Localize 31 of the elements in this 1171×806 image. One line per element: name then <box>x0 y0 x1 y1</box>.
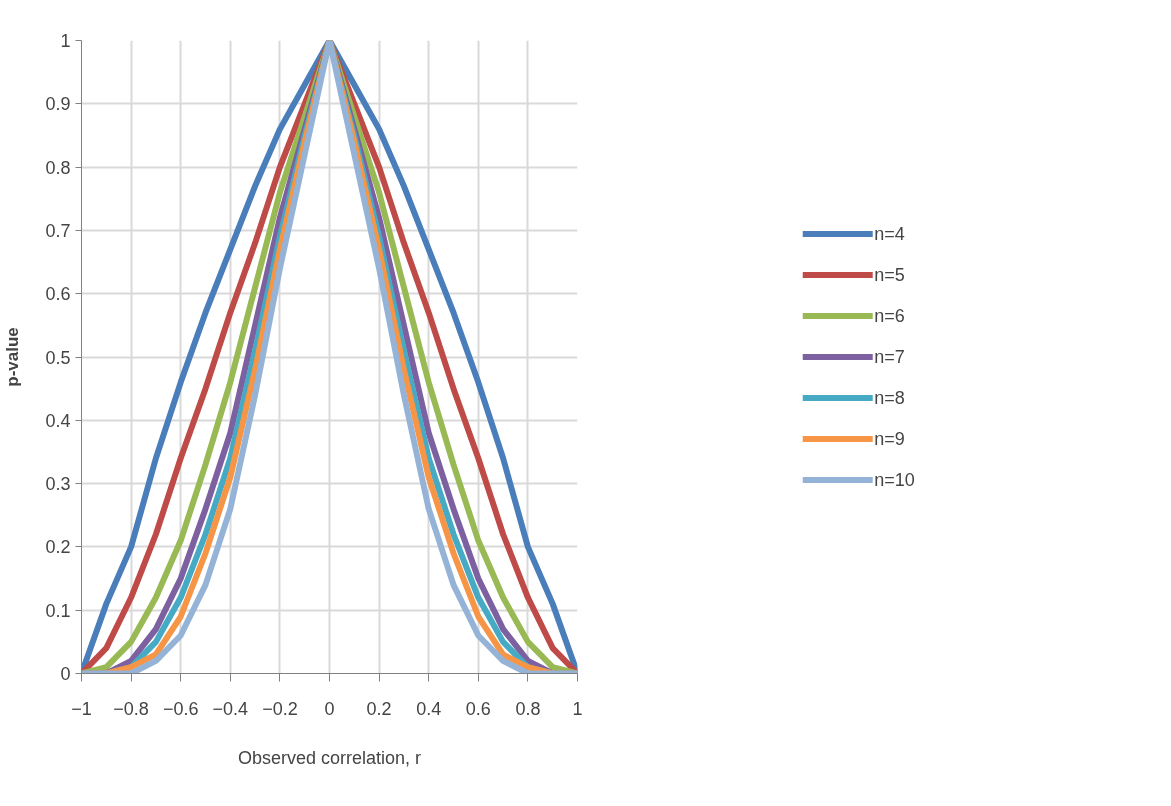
x-tick-label: 0.6 <box>465 698 491 719</box>
x-tick-label: −0.6 <box>162 698 199 719</box>
y-tick-label: 0.5 <box>45 347 71 368</box>
y-tick-label: 0 <box>60 664 71 684</box>
y-tick-label: 0.9 <box>45 94 71 115</box>
x-tick-label: −0.4 <box>212 698 249 719</box>
x-tick-label: −0.8 <box>113 698 149 719</box>
x-tick-label: 0 <box>324 698 335 719</box>
legend-label: n=7 <box>874 346 905 367</box>
legend-label: n=8 <box>874 387 905 408</box>
y-axis-title: p-value <box>3 327 23 387</box>
y-tick-label: 0.6 <box>45 284 71 305</box>
legend-label: n=4 <box>874 223 905 244</box>
legend-label: n=5 <box>874 264 905 285</box>
x-tick-label: −0.2 <box>262 698 298 719</box>
y-tick-label: 0.2 <box>45 537 71 558</box>
y-tick-label: 1 <box>60 31 71 51</box>
y-tick-label: 0.8 <box>45 157 71 178</box>
legend-label: n=9 <box>874 428 905 449</box>
y-tick-label: 0.4 <box>45 410 71 431</box>
y-tick-label: 0.1 <box>45 600 71 621</box>
x-tick-label: 0.4 <box>416 698 442 719</box>
legend-label: n=6 <box>874 305 905 326</box>
x-tick-label: 1 <box>572 698 583 719</box>
legend-label: n=10 <box>874 469 915 490</box>
x-tick-label: 0.2 <box>366 698 392 719</box>
y-tick-label: 0.3 <box>45 474 71 495</box>
x-tick-label: −1 <box>71 698 92 719</box>
y-tick-label: 0.7 <box>45 220 71 241</box>
x-axis-title: Observed correlation, r <box>237 747 422 768</box>
x-tick-label: 0.8 <box>515 698 541 719</box>
